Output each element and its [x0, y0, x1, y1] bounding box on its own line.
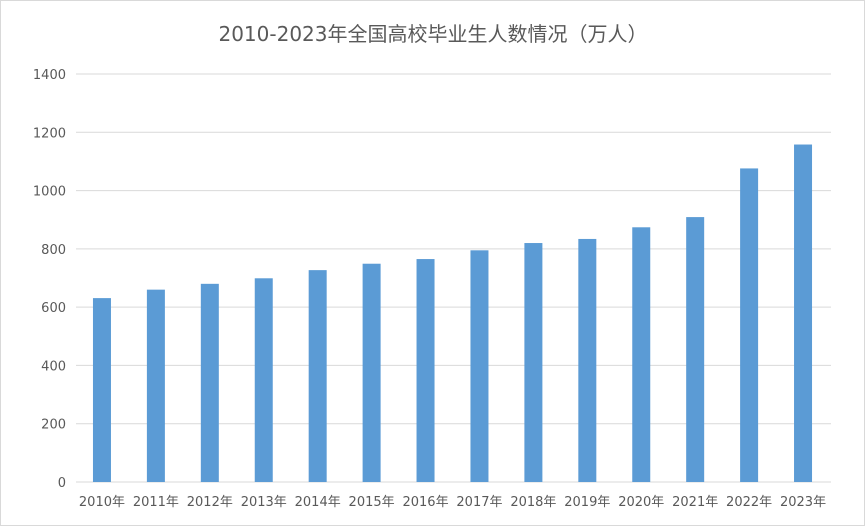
bar [308, 270, 327, 482]
bar [524, 243, 543, 482]
bar [686, 217, 705, 482]
bar [470, 250, 489, 482]
gridlines [76, 73, 831, 483]
y-tick-label: 1200 [33, 126, 66, 141]
y-tick-label: 200 [41, 418, 66, 433]
bar [254, 278, 273, 482]
y-tick-label: 0 [58, 476, 66, 491]
y-axis-ticks: 0 200 400 600 800 1000 1200 1400 [33, 68, 66, 491]
bar [578, 238, 597, 482]
x-tick-label: 2019年 [564, 495, 610, 510]
y-tick-label: 600 [41, 301, 66, 316]
y-tick-label: 400 [41, 359, 66, 374]
bar [146, 289, 165, 482]
bar [632, 227, 651, 482]
x-tick-label: 2018年 [510, 495, 556, 510]
bar [92, 298, 111, 482]
bar [200, 283, 219, 482]
bar [362, 263, 381, 482]
bar [416, 259, 435, 482]
x-tick-label: 2011年 [133, 495, 179, 510]
x-tick-label: 2016年 [402, 495, 448, 510]
x-tick-label: 2021年 [672, 495, 718, 510]
x-tick-label: 2023年 [780, 495, 826, 510]
x-tick-label: 2015年 [349, 495, 395, 510]
bar [740, 168, 759, 482]
x-tick-label: 2020年 [618, 495, 664, 510]
y-tick-label: 800 [41, 243, 66, 258]
x-tick-label: 2012年 [187, 495, 233, 510]
chart-title: 2010-2023年全国高校毕业生人数情况（万人） [218, 22, 647, 46]
y-tick-label: 1400 [33, 68, 66, 83]
x-axis-ticks: 2010年 2011年 2012年 2013年 2014年 2015年 2016年 2017年… [79, 495, 826, 510]
bar [794, 144, 813, 483]
x-tick-label: 2010年 [79, 495, 125, 510]
x-tick-label: 2013年 [241, 495, 287, 510]
x-tick-label: 2022年 [726, 495, 772, 510]
x-tick-label: 2014年 [295, 495, 341, 510]
bars [92, 144, 813, 483]
y-tick-label: 1000 [33, 185, 66, 200]
x-tick-label: 2017年 [456, 495, 502, 510]
